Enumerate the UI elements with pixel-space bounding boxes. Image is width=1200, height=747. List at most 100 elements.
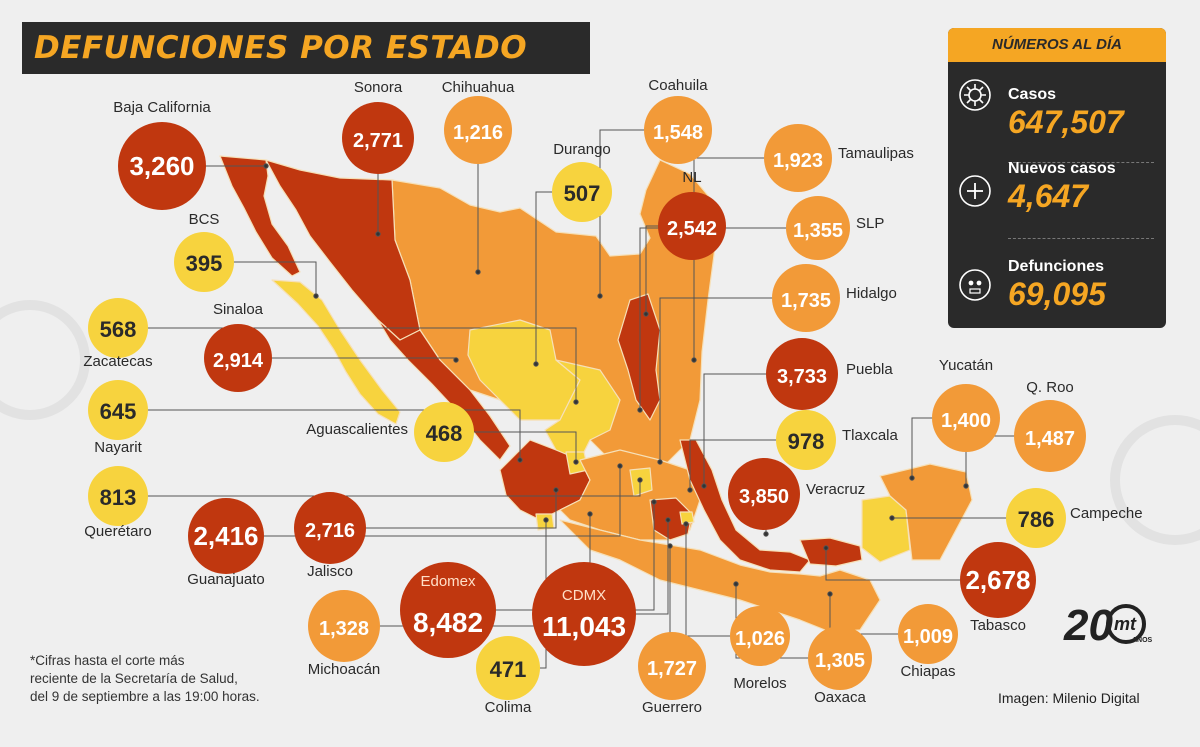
leader-dot-edomex	[651, 499, 657, 505]
bubble-puebla	[766, 338, 838, 410]
leader-dot-coahuila	[597, 293, 603, 299]
bubble-aguascalientes	[414, 402, 474, 462]
value-sonora: 2,771	[353, 130, 403, 152]
value-yucat-n: 1,400	[941, 410, 991, 432]
leader-dot-hidalgo	[657, 459, 663, 465]
label-jalisco: Jalisco	[307, 563, 353, 580]
label-chihuahua: Chihuahua	[442, 79, 515, 96]
stat-deaths: Defunciones 69,095	[948, 258, 1166, 328]
label-aguascalientes: Aguascalientes	[306, 421, 408, 438]
bubble-yucat-n	[932, 384, 1000, 452]
value-nayarit: 645	[100, 399, 137, 424]
value-tamaulipas: 1,923	[773, 150, 823, 172]
leader-line-tlaxcala	[689, 439, 806, 490]
bubble-coahuila	[644, 96, 712, 164]
value-colima: 471	[490, 657, 527, 682]
bubble-tamaulipas	[764, 124, 832, 192]
bubble-sonora	[342, 102, 414, 174]
leader-line-nayarit	[118, 409, 521, 460]
label-cdmx: CDMX	[562, 587, 606, 604]
label-campeche: Campeche	[1070, 505, 1143, 522]
label-oaxaca: Oaxaca	[814, 689, 866, 706]
value-chiapas: 1,009	[903, 626, 953, 648]
leader-dot-cdmx	[665, 517, 671, 523]
leader-dot-veracruz	[763, 531, 769, 537]
bubble-slp	[786, 196, 850, 260]
leader-dot-tlaxcala	[687, 487, 693, 493]
label-hidalgo: Hidalgo	[846, 285, 897, 302]
bubble-chiapas	[898, 604, 958, 664]
stat-deaths-value: 69,095	[1008, 276, 1106, 312]
label-michoac-n: Michoacán	[308, 661, 381, 678]
value-quer-taro: 813	[100, 485, 137, 510]
label-coahuila: Coahuila	[648, 77, 708, 94]
leader-dot-campeche	[889, 515, 895, 521]
value-guerrero: 1,727	[647, 658, 697, 680]
label-morelos: Morelos	[733, 675, 786, 692]
value-slp: 1,355	[793, 220, 843, 242]
stat-new-cases-label: Nuevos casos	[1008, 160, 1116, 177]
virus-icon	[959, 79, 991, 111]
leader-dot-chiapas	[827, 591, 833, 597]
footnote: *Cifras hasta el corte más reciente de l…	[30, 652, 260, 706]
value-campeche: 786	[1018, 507, 1055, 532]
leader-dot-bcs	[313, 293, 319, 299]
bubble-nl	[658, 192, 726, 260]
value-michoac-n: 1,328	[319, 618, 369, 640]
label-colima: Colima	[485, 699, 532, 716]
value-aguascalientes: 468	[426, 421, 463, 446]
leader-dot-aguascalientes	[573, 459, 579, 465]
leader-line-aguascalientes	[444, 431, 577, 462]
value-puebla: 3,733	[777, 366, 827, 388]
leader-dot-jalisco	[553, 487, 559, 493]
bubble-oaxaca	[808, 626, 872, 690]
label-durango: Durango	[553, 141, 611, 158]
region-nl	[617, 293, 661, 421]
label-edomex: Edomex	[420, 573, 476, 590]
leader-dot-q-roo	[963, 483, 969, 489]
stat-deaths-label: Defunciones	[1008, 258, 1105, 275]
value-veracruz: 3,850	[739, 486, 789, 508]
label-q-roo: Q. Roo	[1026, 379, 1074, 396]
label-tlaxcala: Tlaxcala	[842, 427, 899, 444]
region-yucatan	[879, 463, 973, 561]
leader-dot-sonora	[375, 231, 381, 237]
leader-line-quer-taro	[118, 480, 641, 497]
skull-icon	[959, 269, 991, 301]
leader-dot-oaxaca	[733, 581, 739, 587]
image-credit: Imagen: Milenio Digital	[998, 690, 1140, 706]
bubble-chihuahua	[444, 96, 512, 164]
region-cdmx	[679, 511, 695, 525]
title-background	[22, 22, 590, 74]
label-tamaulipas: Tamaulipas	[838, 145, 914, 162]
leader-dot-slp	[637, 407, 643, 413]
value-guanajuato: 2,416	[193, 521, 258, 551]
region-bcs	[271, 279, 401, 425]
leader-dot-puebla	[701, 483, 707, 489]
region-south-orange	[559, 519, 881, 633]
label-zacatecas: Zacatecas	[83, 353, 152, 370]
label-sonora: Sonora	[354, 79, 403, 96]
bubble-bcs	[174, 232, 234, 292]
leader-dot-baja-california	[263, 163, 269, 169]
bubble-guerrero	[638, 632, 706, 700]
leader-line-edomex	[448, 502, 655, 611]
leader-dot-colima	[543, 517, 549, 523]
bubble-hidalgo	[772, 264, 840, 332]
leader-line-zacatecas	[118, 327, 577, 402]
bubble-michoac-n	[308, 590, 380, 662]
value-edomex: 8,482	[413, 607, 483, 638]
bubble-quer-taro	[88, 466, 148, 526]
panel-header: NÚMEROS AL DÍA	[948, 28, 1166, 62]
divider	[1008, 238, 1154, 239]
leader-dot-sinaloa	[453, 357, 459, 363]
value-baja-california: 3,260	[129, 151, 194, 181]
leader-dot-yucat-n	[909, 475, 915, 481]
leader-dot-nl	[643, 311, 649, 317]
leader-dot-nayarit	[517, 457, 523, 463]
bubble-tlaxcala	[776, 410, 836, 470]
value-tabasco: 2,678	[965, 565, 1030, 595]
page-title: DEFUNCIONES POR ESTADO	[34, 30, 528, 66]
leader-dot-durango	[533, 361, 539, 367]
value-nl: 2,542	[667, 218, 717, 240]
